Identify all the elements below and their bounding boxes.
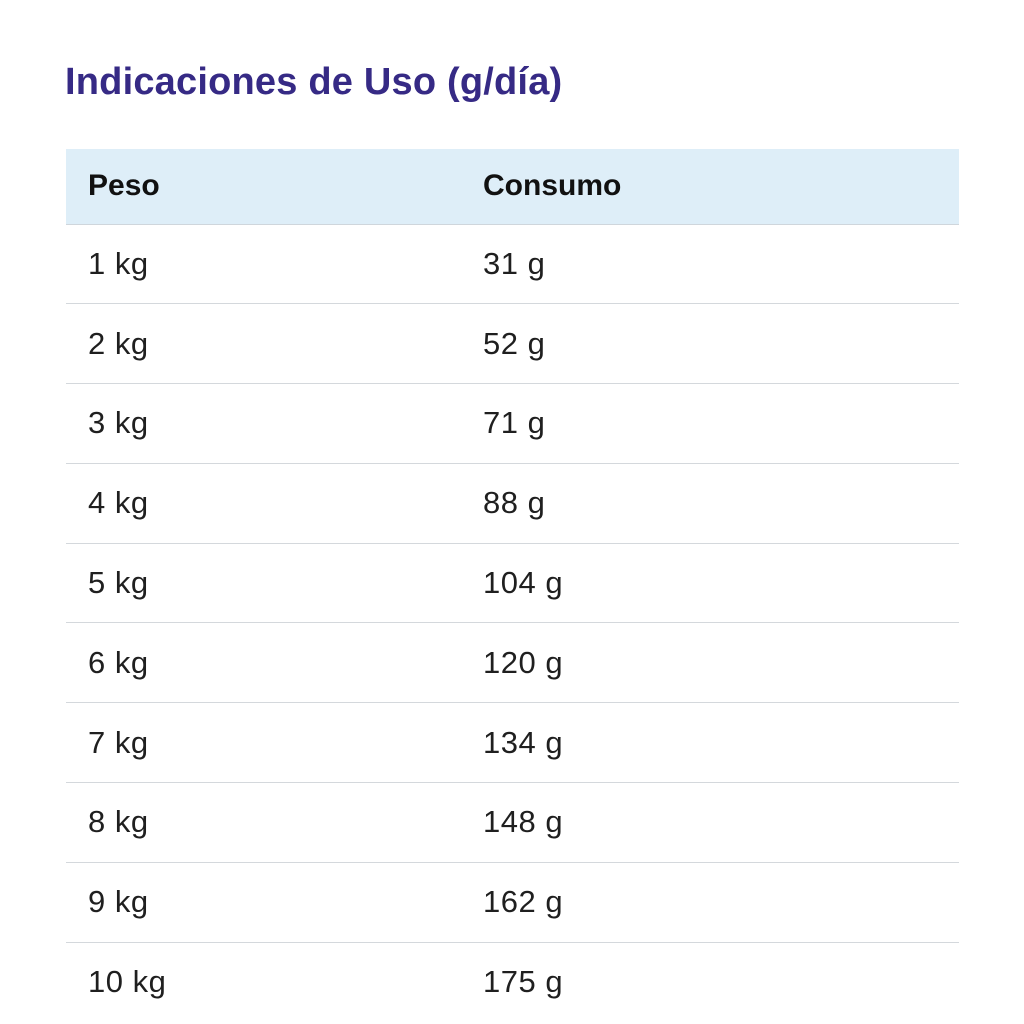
cell-consumo: 148 g (461, 782, 959, 863)
cell-consumo: 31 g (461, 224, 959, 305)
cell-peso: 1 kg (66, 224, 461, 305)
cell-consumo: 120 g (461, 622, 959, 704)
column-header-peso: Peso (66, 149, 461, 225)
table-row: 10 kg 175 g (66, 942, 959, 1022)
cell-consumo: 175 g (483, 964, 564, 1000)
cell-peso: 5 kg (66, 543, 461, 624)
cell-peso: 9 kg (66, 862, 461, 943)
table-row: 9 kg 162 g (66, 862, 959, 943)
cell-consumo: 88 g (461, 463, 959, 544)
usage-table: Peso Consumo 1 kg 31 g 2 kg 52 g 3 kg 71… (66, 149, 959, 1022)
table-row: 6 kg 120 g (66, 622, 959, 704)
cell-peso: 4 kg (66, 463, 461, 544)
table-row: 3 kg 71 g (66, 383, 959, 464)
table-row: 8 kg 148 g (66, 782, 959, 863)
cell-peso: 2 kg (66, 303, 461, 385)
page-title: Indicaciones de Uso (g/día) (65, 61, 563, 103)
cell-consumo: 162 g (461, 862, 959, 943)
cell-peso: 3 kg (66, 383, 461, 464)
cell-consumo: 134 g (461, 702, 959, 784)
cell-peso: 10 kg (88, 964, 167, 1000)
cell-consumo: 71 g (461, 383, 959, 464)
column-header-consumo: Consumo (461, 149, 959, 225)
table-row: 1 kg 31 g (66, 224, 959, 305)
table-row: 4 kg 88 g (66, 463, 959, 544)
table-row: 7 kg 134 g (66, 702, 959, 784)
cell-consumo: 104 g (461, 543, 959, 624)
cell-consumo: 52 g (461, 303, 959, 385)
table-row: 5 kg 104 g (66, 543, 959, 624)
table-header-row: Peso Consumo (66, 149, 959, 225)
table-row: 2 kg 52 g (66, 303, 959, 385)
cell-peso: 6 kg (66, 622, 461, 704)
cell-peso: 7 kg (66, 702, 461, 784)
cell-peso: 8 kg (66, 782, 461, 863)
